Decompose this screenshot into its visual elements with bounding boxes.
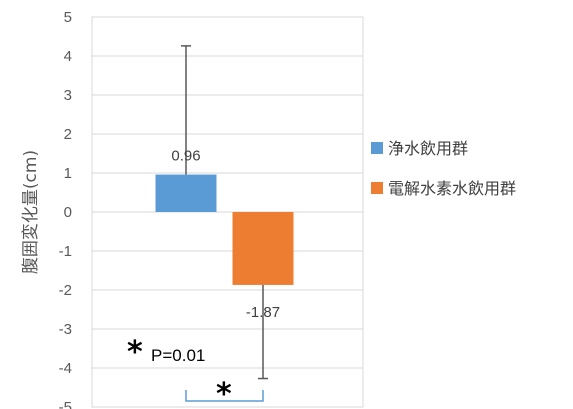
- p-value-text: P=0.01: [151, 346, 205, 365]
- p-value-star: *: [127, 335, 143, 370]
- y-tick-labels: 5 4 3 2 1 0 -1 -2 -3 -4 -5: [59, 9, 72, 409]
- y-tick-label-neg2: -2: [59, 282, 72, 299]
- bar-2: [232, 212, 294, 285]
- bar-1: [155, 174, 217, 212]
- y-tick-label-2: 2: [64, 126, 72, 143]
- y-tick-label-5: 5: [64, 9, 72, 26]
- bars: [155, 174, 294, 285]
- y-tick-label-neg4: -4: [59, 360, 72, 377]
- y-axis-title: 腹囲変化量(cm): [21, 150, 41, 274]
- y-tick-label-neg5: -5: [59, 399, 72, 409]
- y-tick-label-neg3: -3: [59, 321, 72, 338]
- legend-swatch-2: [371, 182, 383, 194]
- legend-label-2: 電解水素水飲用群: [388, 179, 516, 198]
- significance-star: *: [216, 377, 232, 409]
- significance-bracket: [185, 390, 264, 402]
- data-label-2: -1.87: [246, 304, 280, 321]
- y-tick-label-1: 1: [64, 165, 72, 182]
- legend-label-1: 浄水飲用群: [388, 139, 468, 158]
- gridlines: [91, 16, 364, 408]
- data-labels: 0.96 -1.87: [171, 148, 280, 321]
- y-tick-label-3: 3: [64, 87, 72, 104]
- data-label-1: 0.96: [171, 148, 200, 165]
- y-tick-label-4: 4: [64, 48, 72, 65]
- error-bars: [181, 45, 268, 380]
- y-tick-label-neg1: -1: [59, 243, 72, 260]
- legend-swatch-1: [371, 142, 383, 154]
- y-tick-label-0: 0: [64, 204, 72, 221]
